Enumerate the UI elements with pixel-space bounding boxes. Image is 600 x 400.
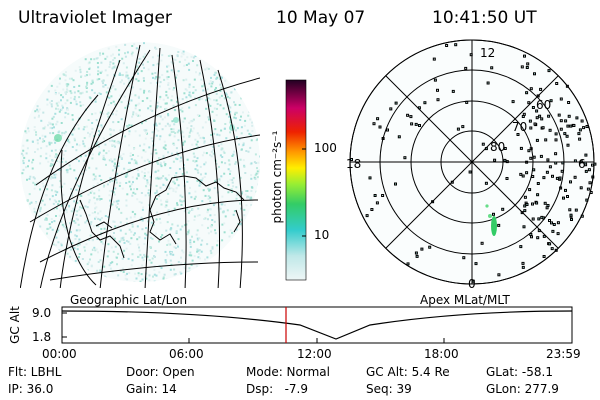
geographic-image: [20, 42, 260, 288]
aurora-emission: [485, 204, 497, 236]
colorbar-label: photon cm⁻²s⁻¹: [270, 130, 284, 224]
altitude-xtick-1200: 12:00: [297, 347, 332, 361]
info-door: Door: Open: [126, 365, 195, 379]
time-label: 10:41:50 UT: [432, 8, 537, 28]
apex-label: Apex MLat/MLT: [420, 293, 510, 307]
colorbar-tick-100: 100: [314, 141, 337, 155]
info-filter: Flt: LBHL: [8, 365, 62, 379]
polar-plot: [349, 39, 597, 285]
app-title: Ultraviolet Imager: [18, 8, 172, 28]
polar-lat-80: 80: [490, 140, 506, 154]
altitude-ylabel: GC Alt: [7, 306, 22, 344]
info-gain: Gain: 14: [126, 382, 177, 396]
polar-lat-60: 60: [536, 98, 552, 112]
altitude-ytick-1-8: 1.8: [32, 330, 52, 344]
altitude-ytick-9: 9.0: [32, 306, 52, 320]
colorbar-tick-10: 10: [314, 228, 330, 242]
altitude-xtick-1800: 18:00: [424, 347, 459, 361]
colorbar: [285, 79, 307, 281]
polar-lat-70: 70: [512, 120, 528, 134]
info-mode: Mode: Normal: [246, 365, 330, 379]
info-dsp: Dsp: -7.9: [246, 382, 309, 396]
polar-label-0: 0: [468, 277, 476, 291]
info-seq: Seq: 39: [366, 382, 412, 396]
polar-label-18: 18: [346, 157, 362, 171]
altitude-xtick-2359: 23:59: [546, 347, 581, 361]
info-glon: GLon: 277.9: [486, 382, 559, 396]
polar-label-12: 12: [480, 46, 496, 60]
polar-label-6: 6: [578, 157, 586, 171]
altitude-xtick-0600: 06:00: [169, 347, 204, 361]
altitude-plot: [61, 306, 573, 344]
info-gc-alt: GC Alt: 5.4 Re: [366, 365, 450, 379]
info-ip: IP: 36.0: [8, 382, 54, 396]
altitude-xtick-0000: 00:00: [42, 347, 77, 361]
date-label: 10 May 07: [276, 8, 366, 28]
info-glat: GLat: -58.1: [486, 365, 553, 379]
geographic-label: Geographic Lat/Lon: [70, 293, 188, 307]
